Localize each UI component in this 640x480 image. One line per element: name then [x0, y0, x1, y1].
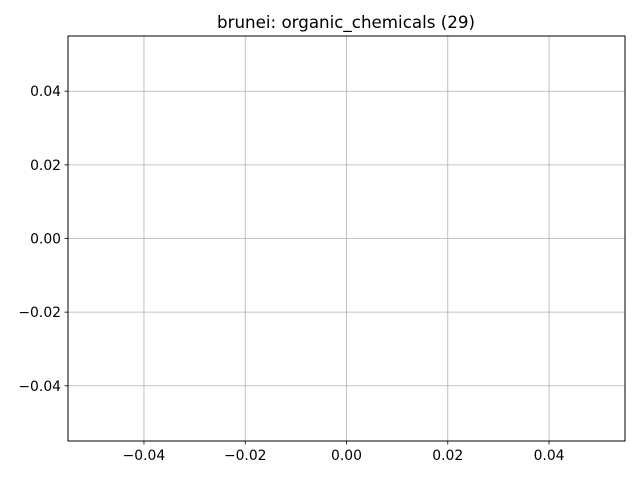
y-tick-label: −0.02	[18, 305, 61, 321]
y-tick-label: 0.04	[30, 84, 61, 100]
x-tick-label: 0.00	[331, 448, 362, 464]
chart-title: brunei: organic_chemicals (29)	[217, 12, 475, 33]
x-tick-label: −0.02	[224, 448, 267, 464]
x-tick-label: 0.04	[534, 448, 565, 464]
y-tick-label: 0.00	[30, 232, 61, 248]
x-tick-label: −0.04	[123, 448, 166, 464]
axes-frame	[67, 35, 626, 442]
x-tick-label: 0.02	[432, 448, 463, 464]
grid	[68, 36, 625, 441]
y-tick-label: 0.02	[30, 158, 61, 174]
ticks	[64, 90, 550, 445]
y-tick-label: −0.04	[18, 379, 61, 395]
tick-labels: −0.04 −0.02 0.00 0.02 0.04 −0.04 −0.02 0.00 0.02…	[18, 84, 564, 464]
